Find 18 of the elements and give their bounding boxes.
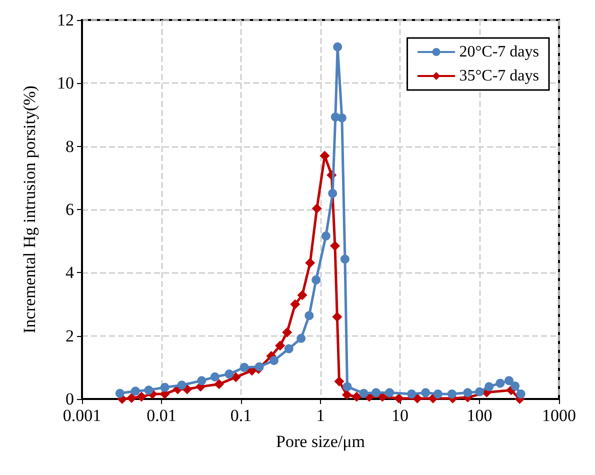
y-tick-label: 8: [66, 136, 74, 156]
x-tick-label: 1000: [542, 406, 576, 425]
y-axis-title: Incremental Hg intrusion porsity(%): [20, 86, 39, 334]
y-tick-label: 2: [66, 326, 74, 346]
x-tick-label: 100: [466, 406, 492, 425]
x-tick-label: 10: [392, 406, 408, 425]
y-tick-label: 10: [57, 74, 74, 93]
x-tick-label: 0.1: [230, 406, 252, 425]
x-tick-label: 0.001: [62, 406, 102, 425]
y-tick-label: 6: [66, 200, 74, 219]
legend-label: 20°C-7 days: [459, 44, 540, 60]
legend-label: 35°C-7 days: [459, 68, 540, 84]
y-tick-label: 0: [66, 390, 74, 408]
x-tick-label: 1: [316, 406, 325, 425]
y-tick-label: 4: [66, 263, 74, 282]
x-axis-title: Pore size/μm: [276, 432, 365, 451]
x-tick-label: 0.01: [146, 406, 176, 425]
y-tick-label: 12: [57, 10, 74, 30]
